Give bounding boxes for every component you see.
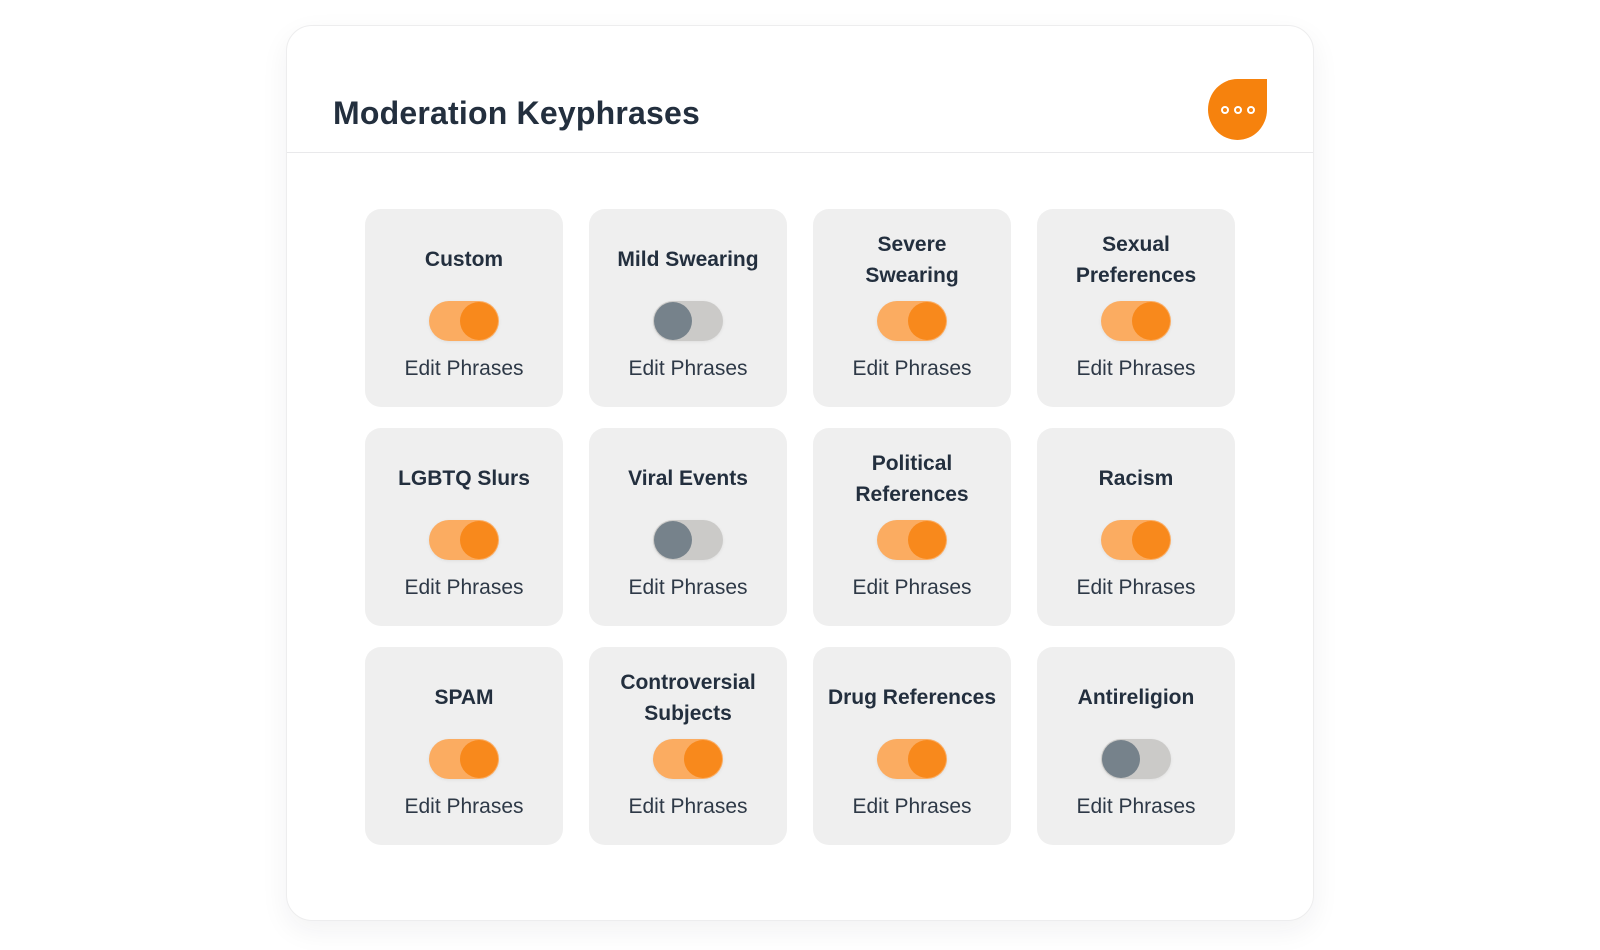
ellipsis-dot-icon bbox=[1220, 105, 1229, 114]
edit-phrases-button[interactable]: Edit Phrases bbox=[628, 357, 748, 380]
edit-phrases-button[interactable]: Edit Phrases bbox=[628, 576, 748, 599]
edit-phrases-button[interactable]: Edit Phrases bbox=[852, 357, 972, 380]
card-political-references: Political References Edit Phrases bbox=[813, 428, 1011, 626]
card-mild-swearing: Mild Swearing Edit Phrases bbox=[589, 209, 787, 407]
toggle-knob bbox=[908, 521, 946, 559]
ellipsis-dot-icon bbox=[1246, 105, 1255, 114]
chat-bubble-menu-button[interactable] bbox=[1208, 79, 1267, 140]
toggle-knob bbox=[908, 302, 946, 340]
toggle-switch-antireligion[interactable] bbox=[1101, 739, 1171, 779]
toggle-knob bbox=[460, 521, 498, 559]
toggle-knob bbox=[654, 302, 692, 340]
toggle-switch-viral-events[interactable] bbox=[653, 520, 723, 560]
card-sexual-preferences: Sexual Preferences Edit Phrases bbox=[1037, 209, 1235, 407]
edit-phrases-button[interactable]: Edit Phrases bbox=[404, 357, 524, 380]
toggle-knob bbox=[1132, 521, 1170, 559]
card-title: Sexual Preferences bbox=[1075, 232, 1197, 288]
card-title: SPAM bbox=[434, 686, 494, 710]
edit-phrases-button[interactable]: Edit Phrases bbox=[404, 576, 524, 599]
card-title: Severe Swearing bbox=[865, 232, 959, 288]
toggle-knob bbox=[460, 740, 498, 778]
moderation-keyphrases-panel: Moderation Keyphrases Custom Edit Phrase… bbox=[286, 25, 1314, 921]
toggle-switch-severe-swearing[interactable] bbox=[877, 301, 947, 341]
edit-phrases-button[interactable]: Edit Phrases bbox=[852, 576, 972, 599]
toggle-switch-mild-swearing[interactable] bbox=[653, 301, 723, 341]
card-antireligion: Antireligion Edit Phrases bbox=[1037, 647, 1235, 845]
card-title: Viral Events bbox=[628, 467, 748, 491]
edit-phrases-button[interactable]: Edit Phrases bbox=[1076, 357, 1196, 380]
card-viral-events: Viral Events Edit Phrases bbox=[589, 428, 787, 626]
toggle-switch-controversial-subjects[interactable] bbox=[653, 739, 723, 779]
edit-phrases-button[interactable]: Edit Phrases bbox=[404, 795, 524, 818]
edit-phrases-button[interactable]: Edit Phrases bbox=[628, 795, 748, 818]
toggle-switch-sexual-preferences[interactable] bbox=[1101, 301, 1171, 341]
toggle-switch-lgbtq-slurs[interactable] bbox=[429, 520, 499, 560]
toggle-switch-racism[interactable] bbox=[1101, 520, 1171, 560]
toggle-knob bbox=[684, 740, 722, 778]
card-title: Drug References bbox=[827, 686, 997, 710]
toggle-knob bbox=[460, 302, 498, 340]
card-spam: SPAM Edit Phrases bbox=[365, 647, 563, 845]
card-lgbtq-slurs: LGBTQ Slurs Edit Phrases bbox=[365, 428, 563, 626]
card-custom: Custom Edit Phrases bbox=[365, 209, 563, 407]
card-title: Political References bbox=[855, 451, 969, 507]
card-controversial-subjects: Controversial Subjects Edit Phrases bbox=[589, 647, 787, 845]
card-title: Mild Swearing bbox=[617, 248, 759, 272]
toggle-switch-spam[interactable] bbox=[429, 739, 499, 779]
edit-phrases-button[interactable]: Edit Phrases bbox=[852, 795, 972, 818]
edit-phrases-button[interactable]: Edit Phrases bbox=[1076, 795, 1196, 818]
card-title: LGBTQ Slurs bbox=[398, 467, 530, 491]
cards-grid: Custom Edit Phrases Mild Swearing Edit P… bbox=[287, 209, 1313, 845]
toggle-switch-political-references[interactable] bbox=[877, 520, 947, 560]
toggle-knob bbox=[1102, 740, 1140, 778]
card-title: Custom bbox=[424, 248, 504, 272]
card-drug-references: Drug References Edit Phrases bbox=[813, 647, 1011, 845]
toggle-knob bbox=[654, 521, 692, 559]
panel-header: Moderation Keyphrases bbox=[287, 26, 1313, 153]
card-title: Controversial Subjects bbox=[620, 670, 756, 726]
card-title: Racism bbox=[1098, 467, 1174, 491]
ellipsis-dot-icon bbox=[1233, 105, 1242, 114]
toggle-switch-drug-references[interactable] bbox=[877, 739, 947, 779]
card-racism: Racism Edit Phrases bbox=[1037, 428, 1235, 626]
card-severe-swearing: Severe Swearing Edit Phrases bbox=[813, 209, 1011, 407]
page-title: Moderation Keyphrases bbox=[333, 95, 700, 131]
toggle-knob bbox=[1132, 302, 1170, 340]
card-title: Antireligion bbox=[1077, 686, 1195, 710]
toggle-knob bbox=[908, 740, 946, 778]
edit-phrases-button[interactable]: Edit Phrases bbox=[1076, 576, 1196, 599]
toggle-switch-custom[interactable] bbox=[429, 301, 499, 341]
